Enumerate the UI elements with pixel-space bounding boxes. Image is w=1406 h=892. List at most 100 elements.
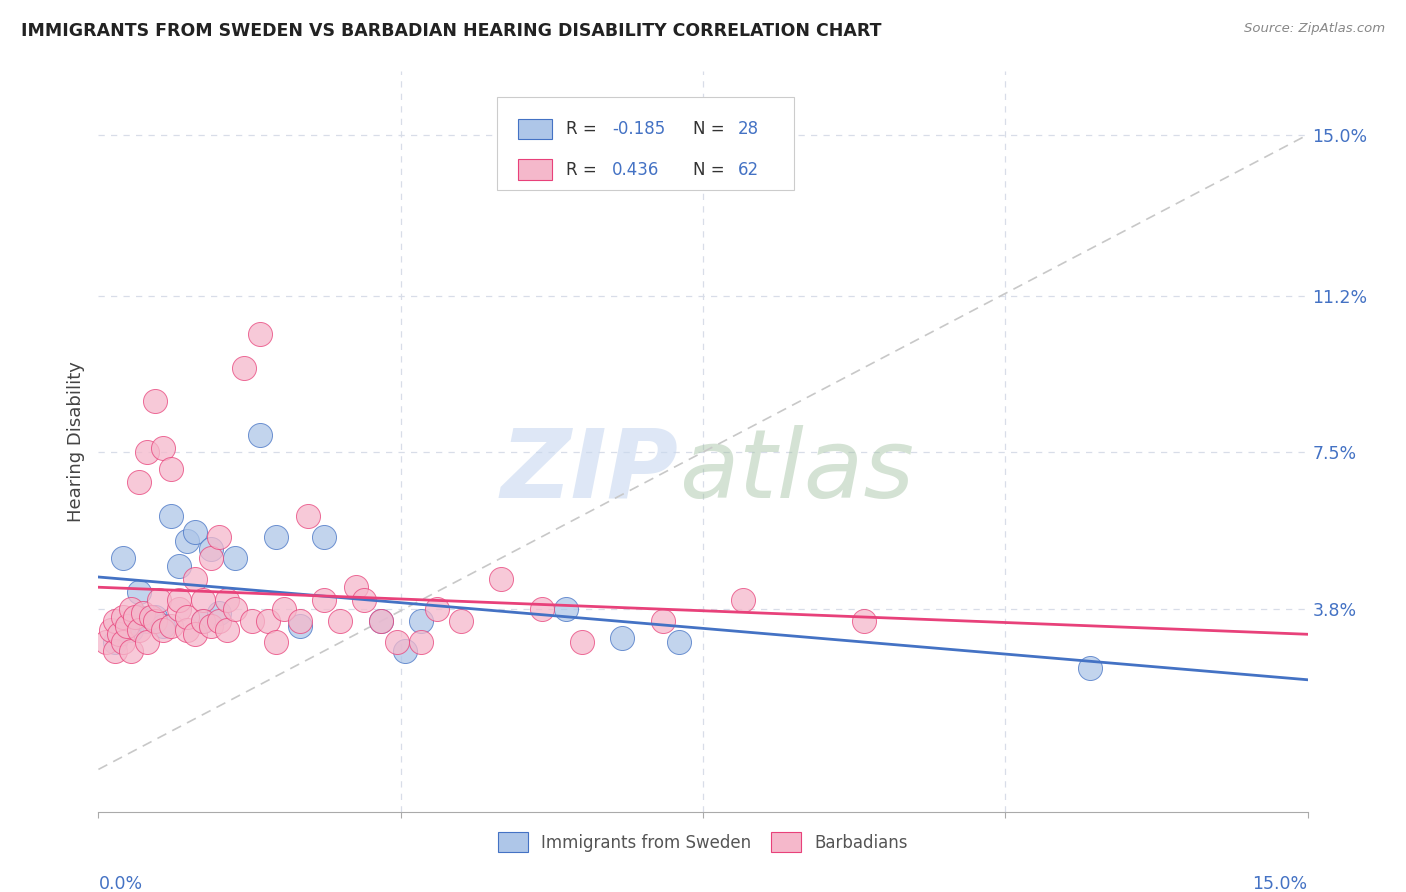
Text: N =: N = — [693, 120, 730, 138]
Point — [571, 635, 593, 649]
Point — [143, 610, 166, 624]
Point — [103, 644, 125, 658]
Point — [733, 593, 755, 607]
Point — [128, 623, 150, 637]
Text: atlas: atlas — [679, 425, 914, 517]
Text: 0.436: 0.436 — [613, 161, 659, 178]
Text: R =: R = — [567, 120, 602, 138]
Point — [111, 610, 134, 624]
Point — [176, 623, 198, 637]
Point — [224, 550, 246, 565]
Point — [409, 635, 432, 649]
Point — [193, 593, 215, 607]
Point — [184, 525, 207, 540]
Point — [200, 542, 222, 557]
Point — [273, 601, 295, 615]
FancyBboxPatch shape — [517, 160, 553, 180]
Point — [96, 635, 118, 649]
Point — [314, 593, 336, 607]
Point — [217, 593, 239, 607]
Point — [148, 593, 170, 607]
Point — [240, 615, 263, 629]
Point — [555, 601, 578, 615]
Point — [152, 623, 174, 637]
Point — [128, 610, 150, 624]
Point — [450, 615, 472, 629]
Point — [409, 615, 432, 629]
Point — [612, 632, 634, 646]
Legend: Immigrants from Sweden, Barbadians: Immigrants from Sweden, Barbadians — [491, 825, 915, 859]
Point — [160, 508, 183, 523]
Point — [152, 618, 174, 632]
Point — [329, 615, 352, 629]
Point — [264, 530, 287, 544]
Point — [853, 615, 876, 629]
Point — [160, 618, 183, 632]
Point — [370, 615, 392, 629]
Point — [143, 615, 166, 629]
Point — [176, 533, 198, 548]
Point — [103, 615, 125, 629]
Point — [249, 428, 271, 442]
Point — [128, 475, 150, 489]
Point — [668, 635, 690, 649]
Point — [152, 441, 174, 455]
Point — [256, 615, 278, 629]
Text: N =: N = — [693, 161, 730, 178]
Text: ZIP: ZIP — [501, 425, 679, 517]
Point — [394, 644, 416, 658]
Point — [111, 635, 134, 649]
Point — [193, 615, 215, 629]
Point — [176, 610, 198, 624]
Point — [124, 610, 146, 624]
Point — [353, 593, 375, 607]
Point — [344, 581, 367, 595]
Text: Source: ZipAtlas.com: Source: ZipAtlas.com — [1244, 22, 1385, 36]
Text: 15.0%: 15.0% — [1253, 875, 1308, 892]
Point — [288, 615, 311, 629]
Point — [120, 601, 142, 615]
Point — [120, 623, 142, 637]
FancyBboxPatch shape — [498, 97, 793, 190]
Point — [135, 635, 157, 649]
Point — [115, 618, 138, 632]
Text: 0.0%: 0.0% — [98, 875, 142, 892]
Text: 62: 62 — [738, 161, 759, 178]
Text: R =: R = — [567, 161, 602, 178]
Point — [143, 394, 166, 409]
Point — [370, 615, 392, 629]
Point — [200, 618, 222, 632]
Text: IMMIGRANTS FROM SWEDEN VS BARBADIAN HEARING DISABILITY CORRELATION CHART: IMMIGRANTS FROM SWEDEN VS BARBADIAN HEAR… — [21, 22, 882, 40]
Point — [100, 623, 122, 637]
Point — [249, 326, 271, 341]
Point — [111, 623, 134, 637]
Point — [224, 601, 246, 615]
Point — [167, 593, 190, 607]
Point — [103, 635, 125, 649]
Point — [651, 615, 673, 629]
Point — [167, 559, 190, 574]
Point — [264, 635, 287, 649]
Point — [132, 606, 155, 620]
Point — [1078, 661, 1101, 675]
Point — [208, 606, 231, 620]
Point — [200, 550, 222, 565]
Point — [107, 627, 129, 641]
Point — [135, 615, 157, 629]
Point — [139, 610, 162, 624]
Point — [193, 615, 215, 629]
Point — [297, 508, 319, 523]
Point — [217, 623, 239, 637]
Point — [111, 550, 134, 565]
Point — [120, 644, 142, 658]
Point — [385, 635, 408, 649]
FancyBboxPatch shape — [517, 119, 553, 139]
Point — [128, 584, 150, 599]
Point — [184, 627, 207, 641]
Text: -0.185: -0.185 — [613, 120, 665, 138]
Point — [208, 530, 231, 544]
Point — [167, 601, 190, 615]
Point — [184, 572, 207, 586]
Point — [426, 601, 449, 615]
Text: 28: 28 — [738, 120, 759, 138]
